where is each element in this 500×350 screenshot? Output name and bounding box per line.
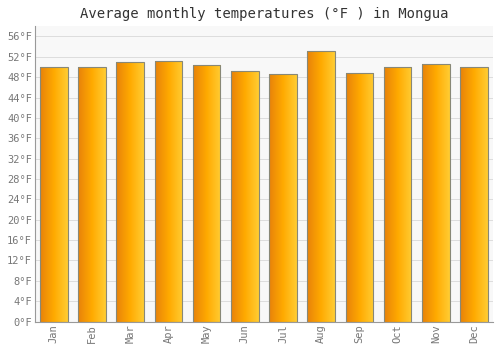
Bar <box>346 72 373 322</box>
Bar <box>422 64 450 322</box>
Bar <box>116 62 144 322</box>
Bar <box>154 61 182 322</box>
Bar <box>460 67 487 322</box>
Title: Average monthly temperatures (°F ) in Mongua: Average monthly temperatures (°F ) in Mo… <box>80 7 448 21</box>
Bar <box>231 71 258 322</box>
Bar <box>193 65 220 322</box>
Bar <box>269 74 296 322</box>
Bar <box>78 67 106 322</box>
Bar <box>308 51 335 322</box>
Bar <box>40 67 68 322</box>
Bar <box>384 67 411 322</box>
